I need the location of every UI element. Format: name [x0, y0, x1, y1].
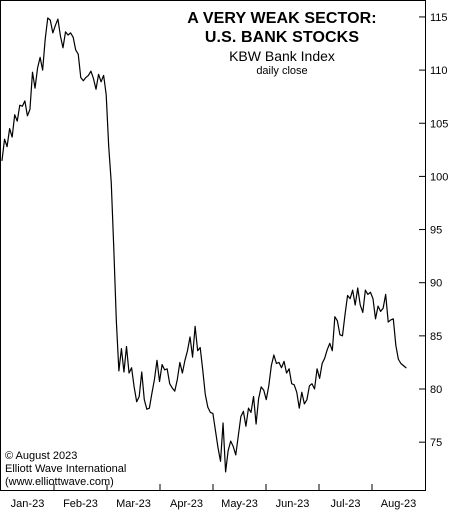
x-tick-label: Jun-23: [276, 498, 310, 510]
plot-frame: [0, 0, 426, 491]
y-tick-label: 115: [430, 12, 448, 24]
x-tick-label: Apr-23: [170, 498, 203, 510]
y-tick-label: 80: [430, 384, 442, 396]
chart-subtitle-small: daily close: [256, 65, 308, 77]
series-line: [1, 17, 407, 473]
axis-ticks: 75 80 85 90 95 100 105 110 115 Jan-23 Feb-23 Mar-23…: [11, 12, 449, 510]
y-tick-label: 110: [430, 65, 448, 77]
x-tick-label: Aug-23: [381, 498, 416, 510]
chart-subtitle: KBW Bank Index: [229, 48, 335, 64]
x-tick-label: Mar-23: [116, 498, 151, 510]
chart-title-line-1: A VERY WEAK SECTOR:: [187, 10, 377, 27]
credit-copyright: © August 2023: [5, 450, 78, 462]
y-tick-label: 75: [430, 437, 442, 449]
chart-title: A VERY WEAK SECTOR: U.S. BANK STOCKS: [180, 9, 384, 47]
y-tick-label: 95: [430, 225, 442, 237]
x-tick-label: May-23: [221, 498, 258, 510]
x-tick-label: Jul-23: [331, 498, 361, 510]
chart-title-line-2: U.S. BANK STOCKS: [204, 29, 360, 46]
y-tick-label: 105: [430, 118, 448, 130]
x-tick-label: Jan-23: [11, 498, 45, 510]
y-tick-label: 100: [430, 171, 448, 183]
y-tick-label: 90: [430, 278, 442, 290]
x-tick-label: Feb-23: [63, 498, 98, 510]
credit-website: (www.elliottwave.com): [5, 476, 114, 488]
y-tick-label: 85: [430, 331, 442, 343]
credit-publisher: Elliott Wave International: [5, 463, 127, 475]
